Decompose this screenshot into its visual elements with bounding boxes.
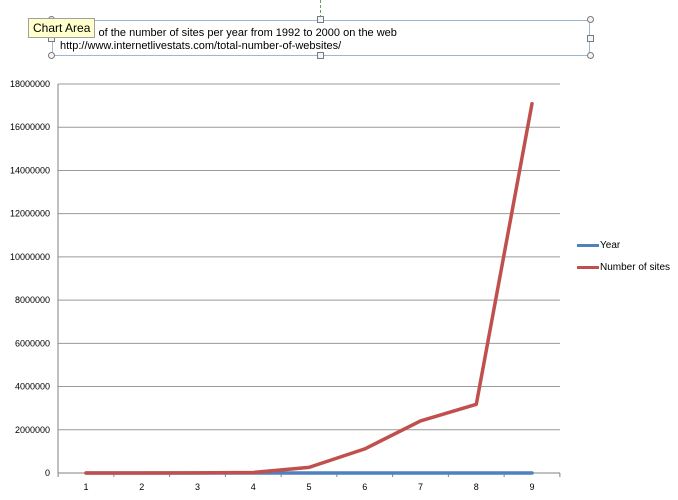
resize-handle-middle-right[interactable] (587, 35, 594, 42)
legend-item-year[interactable]: Year (577, 234, 670, 256)
series-line-number-of-sites[interactable] (84, 101, 534, 475)
resize-handle-bottom-left[interactable] (48, 52, 55, 59)
series-lines (84, 101, 534, 475)
resize-handle-top-right[interactable] (587, 16, 594, 23)
y-tick-label: 10000000 (10, 252, 50, 262)
y-tick-label: 14000000 (10, 165, 50, 175)
resize-handle-bottom-right[interactable] (587, 52, 594, 59)
y-tick-label: 8000000 (15, 295, 50, 305)
legend-label-year: Year (600, 239, 621, 251)
rotate-guide (320, 0, 321, 18)
y-tick-label: 4000000 (15, 382, 50, 392)
x-tick-label: 2 (139, 482, 144, 492)
x-tick-label: 1 (83, 482, 88, 492)
x-tick-label: 5 (306, 482, 311, 492)
x-tick-label: 4 (251, 482, 256, 492)
chart-subtitle-line: http://www.internetlivestats.com/total-n… (60, 40, 342, 52)
chart-title-line: Growth of the number of sites per year f… (60, 27, 397, 39)
legend-item-number-of-sites[interactable]: Number of sites (577, 256, 670, 278)
chart-title: Growth of the number of sites per year f… (60, 27, 397, 53)
y-tick-label: 12000000 (10, 209, 50, 219)
y-tick-label: 18000000 (10, 79, 50, 89)
axes: 0 2000000 4000000 6000000 8000000 10000000 120… (10, 79, 561, 492)
y-tick-label: 2000000 (15, 425, 50, 435)
legend[interactable]: Year Number of sites (577, 234, 670, 278)
gridlines (58, 83, 560, 474)
x-tick-label: 8 (474, 482, 479, 492)
resize-handle-bottom-center[interactable] (317, 52, 324, 59)
y-tick-label: 16000000 (10, 122, 50, 132)
chart-area-tooltip: Chart Area (28, 18, 96, 38)
x-tick-label: 3 (195, 482, 200, 492)
y-tick-label: 6000000 (15, 338, 50, 348)
x-tick-label: 7 (418, 482, 423, 492)
x-tick-label: 6 (362, 482, 367, 492)
resize-handle-top-center[interactable] (317, 16, 324, 23)
x-tick-label: 9 (529, 482, 534, 492)
legend-label-number-of-sites: Number of sites (600, 261, 671, 273)
y-tick-label: 0 (45, 468, 50, 478)
legend-swatch-year (577, 243, 599, 247)
legend-swatch-number-of-sites (577, 265, 599, 269)
